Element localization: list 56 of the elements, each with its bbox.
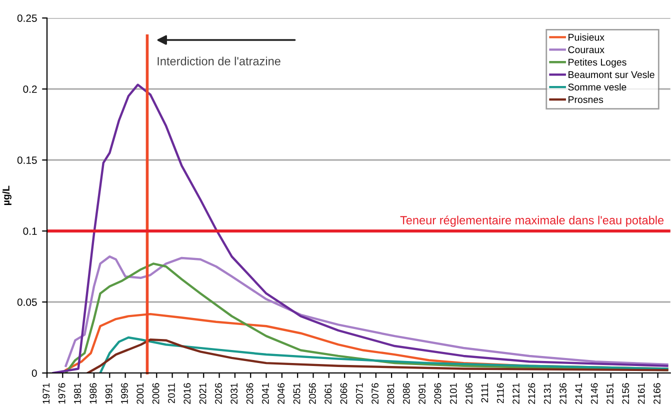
- x-tick-label: 1981: [74, 383, 81, 404]
- x-tick-label: 2026: [215, 383, 222, 404]
- x-tick-label: 2136: [560, 383, 566, 404]
- x-tick-label: 2096: [434, 383, 442, 404]
- y-tick-label: 0.1: [23, 228, 37, 235]
- x-tick-label: 2111: [481, 383, 488, 402]
- x-tick-label: 2126: [528, 383, 536, 404]
- x-tick-label: 2046: [278, 383, 285, 404]
- legend-label: Petites Loges: [568, 58, 626, 68]
- x-tick-label: 1996: [121, 383, 128, 404]
- x-tick-label: 2091: [418, 383, 426, 404]
- x-tick-label: 2141: [575, 383, 582, 404]
- legend-label: Beaumont sur Vesle: [568, 70, 654, 78]
- legend-label: Somme vesle: [568, 83, 626, 91]
- x-tick-label: 2101: [450, 383, 457, 404]
- x-tick-label: 1986: [90, 383, 97, 404]
- y-tick-label: 0.15: [17, 156, 37, 164]
- y-axis-title: µg/L: [2, 186, 12, 205]
- x-tick-label: 2056: [308, 383, 316, 404]
- ref-line-label: Interdiction de l'atrazine: [158, 56, 280, 66]
- y-tick-label: 0: [32, 370, 37, 377]
- x-tick-label: 2016: [184, 383, 191, 404]
- x-tick-label: 2106: [466, 383, 472, 404]
- x-tick-label: 2116: [496, 383, 504, 404]
- legend-label: Couraux: [568, 46, 604, 54]
- x-tick-label: 2066: [340, 383, 348, 404]
- x-tick-label: 2071: [356, 383, 363, 404]
- x-tick-label: 2156: [622, 383, 630, 404]
- x-tick-label: 2021: [199, 383, 206, 404]
- x-tick-label: 1991: [105, 383, 112, 404]
- legend-label: Puisieux: [568, 34, 604, 41]
- x-tick-label: 1971: [42, 383, 50, 404]
- x-tick-label: 2076: [372, 383, 378, 404]
- y-tick-label: 0.2: [23, 86, 37, 93]
- x-tick-label: 2086: [402, 383, 410, 404]
- x-tick-label: 2081: [387, 383, 394, 404]
- x-tick-label: 2161: [638, 383, 645, 404]
- x-tick-label: 2131: [544, 383, 551, 404]
- x-tick-label: 1976: [58, 383, 66, 404]
- y-tick-label: 0.25: [17, 14, 37, 22]
- x-tick-label: 2166: [654, 383, 660, 404]
- x-tick-label: 2031: [230, 383, 238, 404]
- x-tick-label: 2151: [606, 383, 614, 404]
- x-tick-label: 2001: [136, 383, 144, 404]
- x-tick-label: 2011: [168, 383, 175, 404]
- ref-line-label: Teneur réglementaire maximale dans l'eau potable: [400, 216, 664, 227]
- x-tick-label: 2041: [262, 383, 269, 404]
- x-tick-label: 2036: [246, 383, 254, 404]
- x-tick-label: 2061: [324, 383, 332, 404]
- line-series: [52, 84, 668, 373]
- x-tick-label: 2051: [293, 383, 300, 404]
- x-tick-label: 2006: [152, 383, 160, 404]
- x-tick-label: 2121: [512, 383, 520, 404]
- x-tick-label: 2146: [590, 383, 598, 404]
- y-tick-label: 0.05: [17, 298, 37, 306]
- legend-label: Prosnes: [568, 96, 604, 104]
